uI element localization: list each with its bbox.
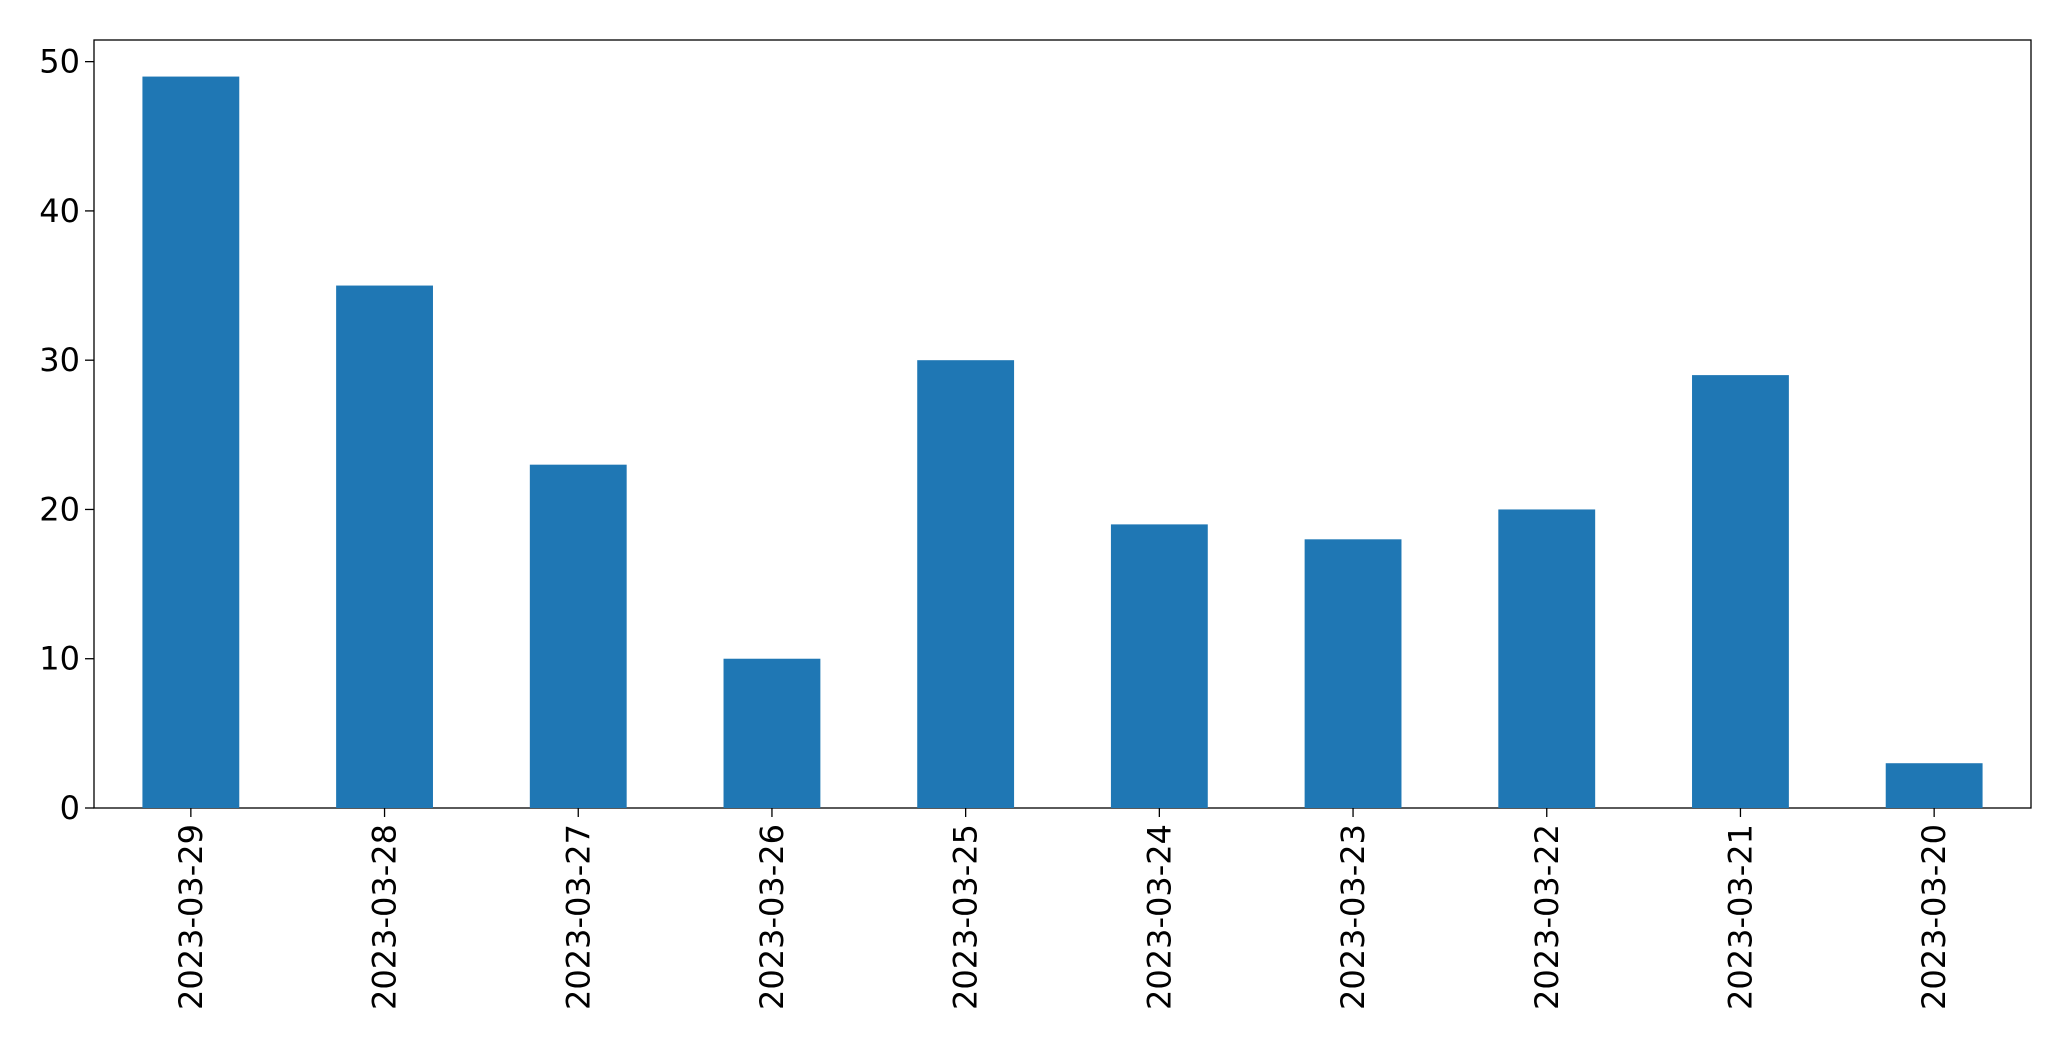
bar [529,464,627,808]
y-tick-label: 30 [39,341,80,379]
x-tick-label: 2023-03-28 [366,824,404,1010]
plot-frame [93,39,2032,809]
bar [142,76,240,809]
y-tick-label: 10 [39,640,80,678]
bar [1692,375,1789,808]
y-tick-label: 50 [39,43,80,81]
x-tick-label: 2023-03-26 [753,824,791,1010]
x-tick-label: 2023-03-24 [1140,824,1178,1010]
bar [917,360,1015,808]
x-tick-label: 2023-03-25 [947,824,985,1010]
bar [1304,539,1402,808]
bar [1110,524,1208,808]
x-tick-label: 2023-03-23 [1334,824,1372,1010]
x-tick-label: 2023-03-20 [1915,824,1953,1010]
y-tick-label: 40 [39,192,80,230]
x-tick-label: 2023-03-29 [172,824,210,1010]
bar [1885,763,1983,808]
x-tick-label: 2023-03-22 [1528,824,1566,1010]
bar [336,285,433,808]
bar [723,658,821,808]
bar [1498,509,1596,808]
x-tick-label: 2023-03-27 [559,824,597,1010]
y-tick-label: 20 [39,490,80,528]
y-tick-label: 0 [60,789,80,827]
x-tick-label: 2023-03-21 [1721,824,1759,1010]
